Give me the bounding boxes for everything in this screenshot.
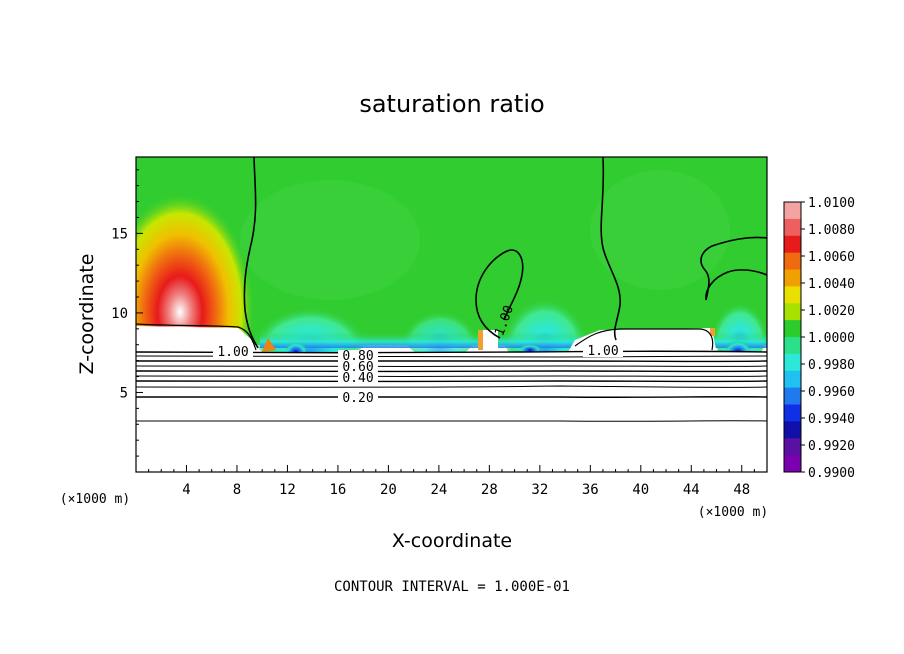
contour-line: [136, 420, 767, 422]
x-tick-label: 36: [582, 482, 599, 498]
x-tick-label: 44: [683, 482, 700, 498]
deep-blue-spot: [724, 333, 752, 355]
colorbar-label: 0.9980: [808, 358, 855, 373]
colorbar-swatch: [784, 252, 801, 270]
colorbar-label: 1.0000: [808, 331, 855, 346]
y-tick-label: 10: [111, 306, 128, 322]
contour-interval-note: CONTOUR INTERVAL = 1.000E-01: [334, 579, 570, 595]
deep-blue-spot: [284, 335, 308, 355]
x-tick-label: 4: [182, 482, 190, 498]
orange-edge: [262, 338, 276, 352]
x-tick-label: 12: [279, 482, 296, 498]
y-tick-label: 15: [111, 226, 128, 242]
x-tick-label: 32: [531, 482, 548, 498]
colorbar-label: 1.0080: [808, 223, 855, 238]
contour-line: [574, 328, 714, 351]
x-tick-label: 16: [329, 482, 346, 498]
field-patch: [590, 170, 730, 290]
colorbar-label: 1.0020: [808, 304, 855, 319]
x-tick-label: 24: [430, 482, 447, 498]
x-tick-label: 40: [632, 482, 649, 498]
x-tick-label: 48: [733, 482, 750, 498]
contour-label: 1.00: [587, 344, 618, 359]
x-tick-label: 28: [481, 482, 498, 498]
x-axis-unit-left: (×1000 m): [60, 492, 130, 507]
x-axis-label: X-coordinate: [392, 530, 512, 552]
orange-edge: [478, 330, 483, 350]
cyan-region: [400, 290, 480, 360]
colorbar-label: 1.0060: [808, 250, 855, 265]
contour-line: [705, 269, 767, 301]
y-axis-label: Z-coordinate: [76, 254, 98, 375]
colorbar-swatch: [784, 320, 801, 338]
contour-label: 0.40: [342, 371, 373, 386]
colorbar-label: 1.0100: [808, 196, 855, 211]
colorbar-swatch: [784, 269, 801, 287]
colorbar-swatch: [784, 438, 801, 456]
field-patch: [240, 180, 420, 300]
colorbar-swatch: [784, 370, 801, 389]
colorbar-label: 0.9920: [808, 439, 855, 454]
x-tick-label: 20: [380, 482, 397, 498]
contour-line: [700, 236, 767, 301]
colorbar-swatch: [784, 404, 801, 422]
colorbar-swatch: [784, 286, 801, 304]
white-pocket: [480, 330, 498, 352]
x-axis: 4 8 12 16 20 24 28 32 36 40 44 48: [148, 465, 755, 498]
colorbar-label: 0.9940: [808, 412, 855, 427]
colorbar-swatch: [784, 387, 801, 405]
chart-title: saturation ratio: [359, 90, 544, 118]
colorbar-swatch: [784, 353, 801, 372]
colorbar-swatch: [784, 455, 801, 473]
x-tick-label: 8: [233, 482, 241, 498]
contour-line: [136, 385, 767, 388]
y-tick-label: 5: [120, 385, 128, 401]
colorbar: 1.0100 1.0080 1.0060 1.0040 1.0020 1.0000 0.99…: [783, 196, 855, 481]
y-axis: 5 10 15: [111, 169, 143, 457]
colorbar-swatch: [784, 337, 801, 355]
orange-edge: [710, 328, 715, 336]
contour-line: [475, 249, 524, 339]
colorbar-swatch: [784, 303, 801, 321]
contour-label: 1.00: [217, 345, 248, 360]
contour-label: 0.20: [342, 391, 373, 406]
contour-label: 0.80: [342, 349, 373, 364]
deep-blue-spot: [518, 340, 542, 352]
colorbar-swatch: [784, 421, 801, 439]
plot-area: 1.00 1.00 1.00 0.80 0.60 0.40 0.20: [136, 157, 767, 472]
colorbar-swatch: [784, 218, 801, 237]
contour-line: [136, 323, 257, 351]
contour-line: [600, 157, 621, 341]
contour-line: [243, 157, 259, 349]
contour-line: [136, 396, 767, 398]
colorbar-label: 0.9960: [808, 385, 855, 400]
lower-domain: [136, 352, 767, 472]
x-axis-unit-right: (×1000 m): [698, 505, 768, 520]
colorbar-swatch: [784, 202, 801, 220]
colorbar-label: 0.9900: [808, 466, 855, 481]
colorbar-swatch: [784, 235, 801, 254]
colorbar-label: 1.0040: [808, 277, 855, 292]
